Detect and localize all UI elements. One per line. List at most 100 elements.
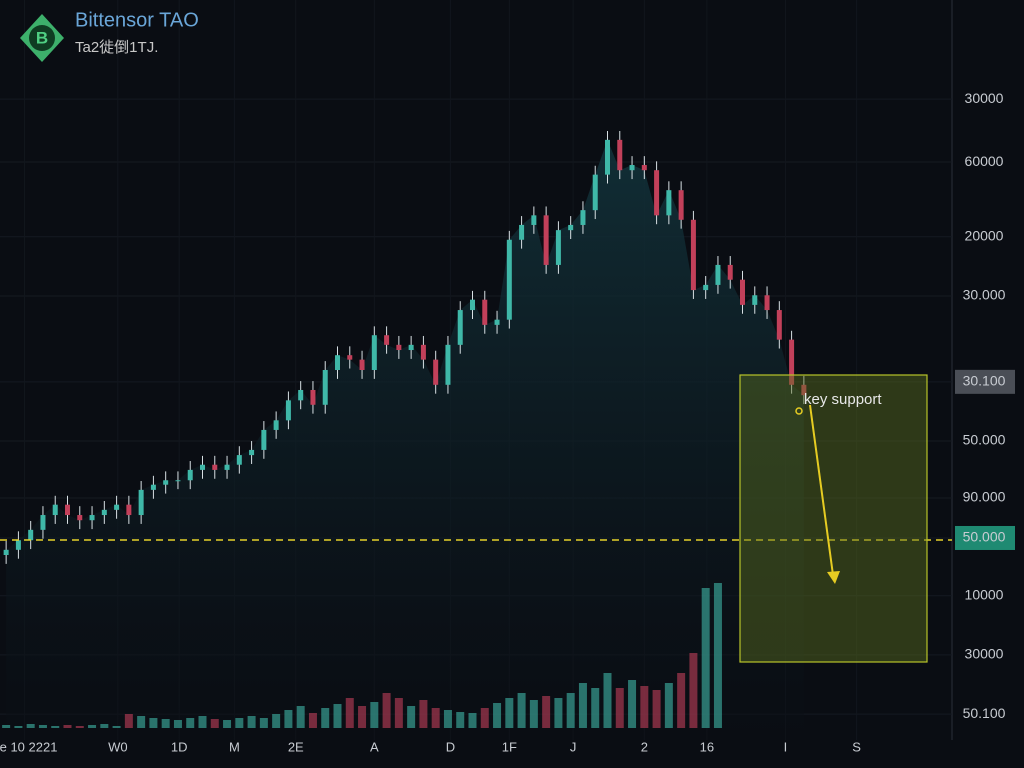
- volume-bar: [578, 683, 587, 728]
- candle-body: [580, 210, 586, 225]
- axes: 30000 60000 20000 30.000 30.100 50.000 90.000 5…: [0, 90, 1015, 754]
- volume-bar: [88, 725, 97, 728]
- candle-body: [764, 295, 770, 311]
- candle-body: [482, 299, 488, 325]
- candle-body: [617, 139, 623, 171]
- x-tick-label: 16: [700, 739, 714, 754]
- volume-bar: [173, 720, 182, 728]
- chart-subtitle: Ta2徙倒1TJ.: [75, 39, 158, 56]
- candle-body: [470, 299, 475, 311]
- plot: [2, 130, 807, 741]
- candle-body: [114, 504, 120, 510]
- volume-bar: [615, 688, 624, 728]
- candle-body: [347, 355, 353, 360]
- candle-body: [420, 344, 426, 360]
- candle-body: [543, 215, 549, 265]
- volume-bar: [419, 700, 428, 728]
- candle-body: [776, 310, 782, 340]
- x-tick-label: W0: [108, 739, 128, 754]
- price-highlight: [955, 525, 1015, 550]
- volume-bar: [161, 719, 170, 728]
- candle-body: [445, 344, 451, 385]
- candle-body: [101, 509, 107, 516]
- y-tick-label: 50.000: [963, 529, 1006, 545]
- candle-body: [3, 549, 9, 555]
- x-tick-label: I: [784, 739, 788, 754]
- candle-body: [789, 339, 795, 385]
- y-tick-label: 30.100: [963, 373, 1006, 389]
- price-area: [6, 139, 804, 741]
- support-marker: [795, 407, 803, 415]
- volume-bar: [443, 710, 452, 728]
- logo: B: [20, 14, 64, 62]
- candle-body: [371, 335, 377, 370]
- candle-body: [641, 165, 647, 171]
- volume-bar: [517, 693, 526, 728]
- x-tick-label: J: [570, 739, 577, 754]
- y-tick-label: 90.000: [963, 489, 1006, 505]
- candle-body: [322, 370, 328, 405]
- candle-body: [666, 190, 672, 216]
- volume-bar: [554, 698, 563, 728]
- candle-body: [433, 359, 439, 385]
- volume-bar: [75, 726, 84, 728]
- candle-body: [690, 219, 696, 291]
- volume-bar: [26, 724, 35, 728]
- y-tick-label: 30000: [965, 90, 1004, 106]
- x-tick-label: 1F: [502, 739, 517, 754]
- x-tick-label: S: [852, 739, 861, 754]
- candle-body: [568, 224, 574, 231]
- candle-body: [224, 464, 230, 470]
- candle-body: [801, 384, 807, 396]
- price-highlight: [955, 369, 1015, 394]
- volume-bar: [259, 718, 268, 728]
- volume-bar: [529, 700, 538, 728]
- volume-bar: [566, 693, 575, 728]
- volume-bar: [431, 708, 440, 728]
- volume-bar: [640, 686, 649, 728]
- volume-bar: [677, 673, 686, 728]
- candle-body: [77, 515, 83, 521]
- candle-body: [298, 389, 304, 401]
- candle-body: [629, 165, 635, 171]
- volume-bar: [284, 710, 293, 728]
- volume-bar: [321, 708, 330, 728]
- volume-bar: [100, 724, 109, 728]
- candle-body: [89, 515, 95, 521]
- annotation: key support: [804, 391, 882, 408]
- volume-bar: [493, 703, 502, 728]
- y-tick-label: 20000: [965, 228, 1004, 244]
- volume-bar: [542, 696, 551, 728]
- y-tick-label: 30.000: [963, 287, 1006, 303]
- support-zone: [739, 374, 928, 663]
- candle-body: [654, 170, 660, 216]
- volume-bar: [124, 714, 133, 728]
- x-tick-label: D: [446, 739, 455, 754]
- volume-bar: [223, 720, 232, 728]
- candle-body: [519, 224, 525, 240]
- volume-bar: [14, 726, 23, 728]
- volume-bar: [689, 653, 698, 728]
- candle-body: [65, 504, 70, 516]
- volume-bar: [210, 719, 219, 728]
- candle-body: [506, 239, 512, 320]
- candle-body: [727, 264, 733, 280]
- chart-title: Bittensor TAO: [75, 9, 199, 31]
- candle-body: [494, 319, 500, 325]
- candle-body: [384, 335, 390, 345]
- candle-body: [236, 455, 242, 465]
- x-tick-label: A: [370, 739, 379, 754]
- candle-body: [335, 355, 340, 370]
- volume-bar: [137, 716, 146, 728]
- candle-body: [408, 344, 414, 351]
- volume-bar: [713, 583, 722, 728]
- candle-body: [752, 295, 758, 305]
- candle-body: [605, 139, 610, 175]
- candle-body: [40, 515, 46, 530]
- candle-body: [555, 230, 561, 265]
- volume-bar: [235, 718, 244, 728]
- y-tick-label: 60000: [965, 153, 1004, 169]
- y-tick-label: 50.100: [963, 705, 1006, 721]
- candle-body: [715, 264, 721, 285]
